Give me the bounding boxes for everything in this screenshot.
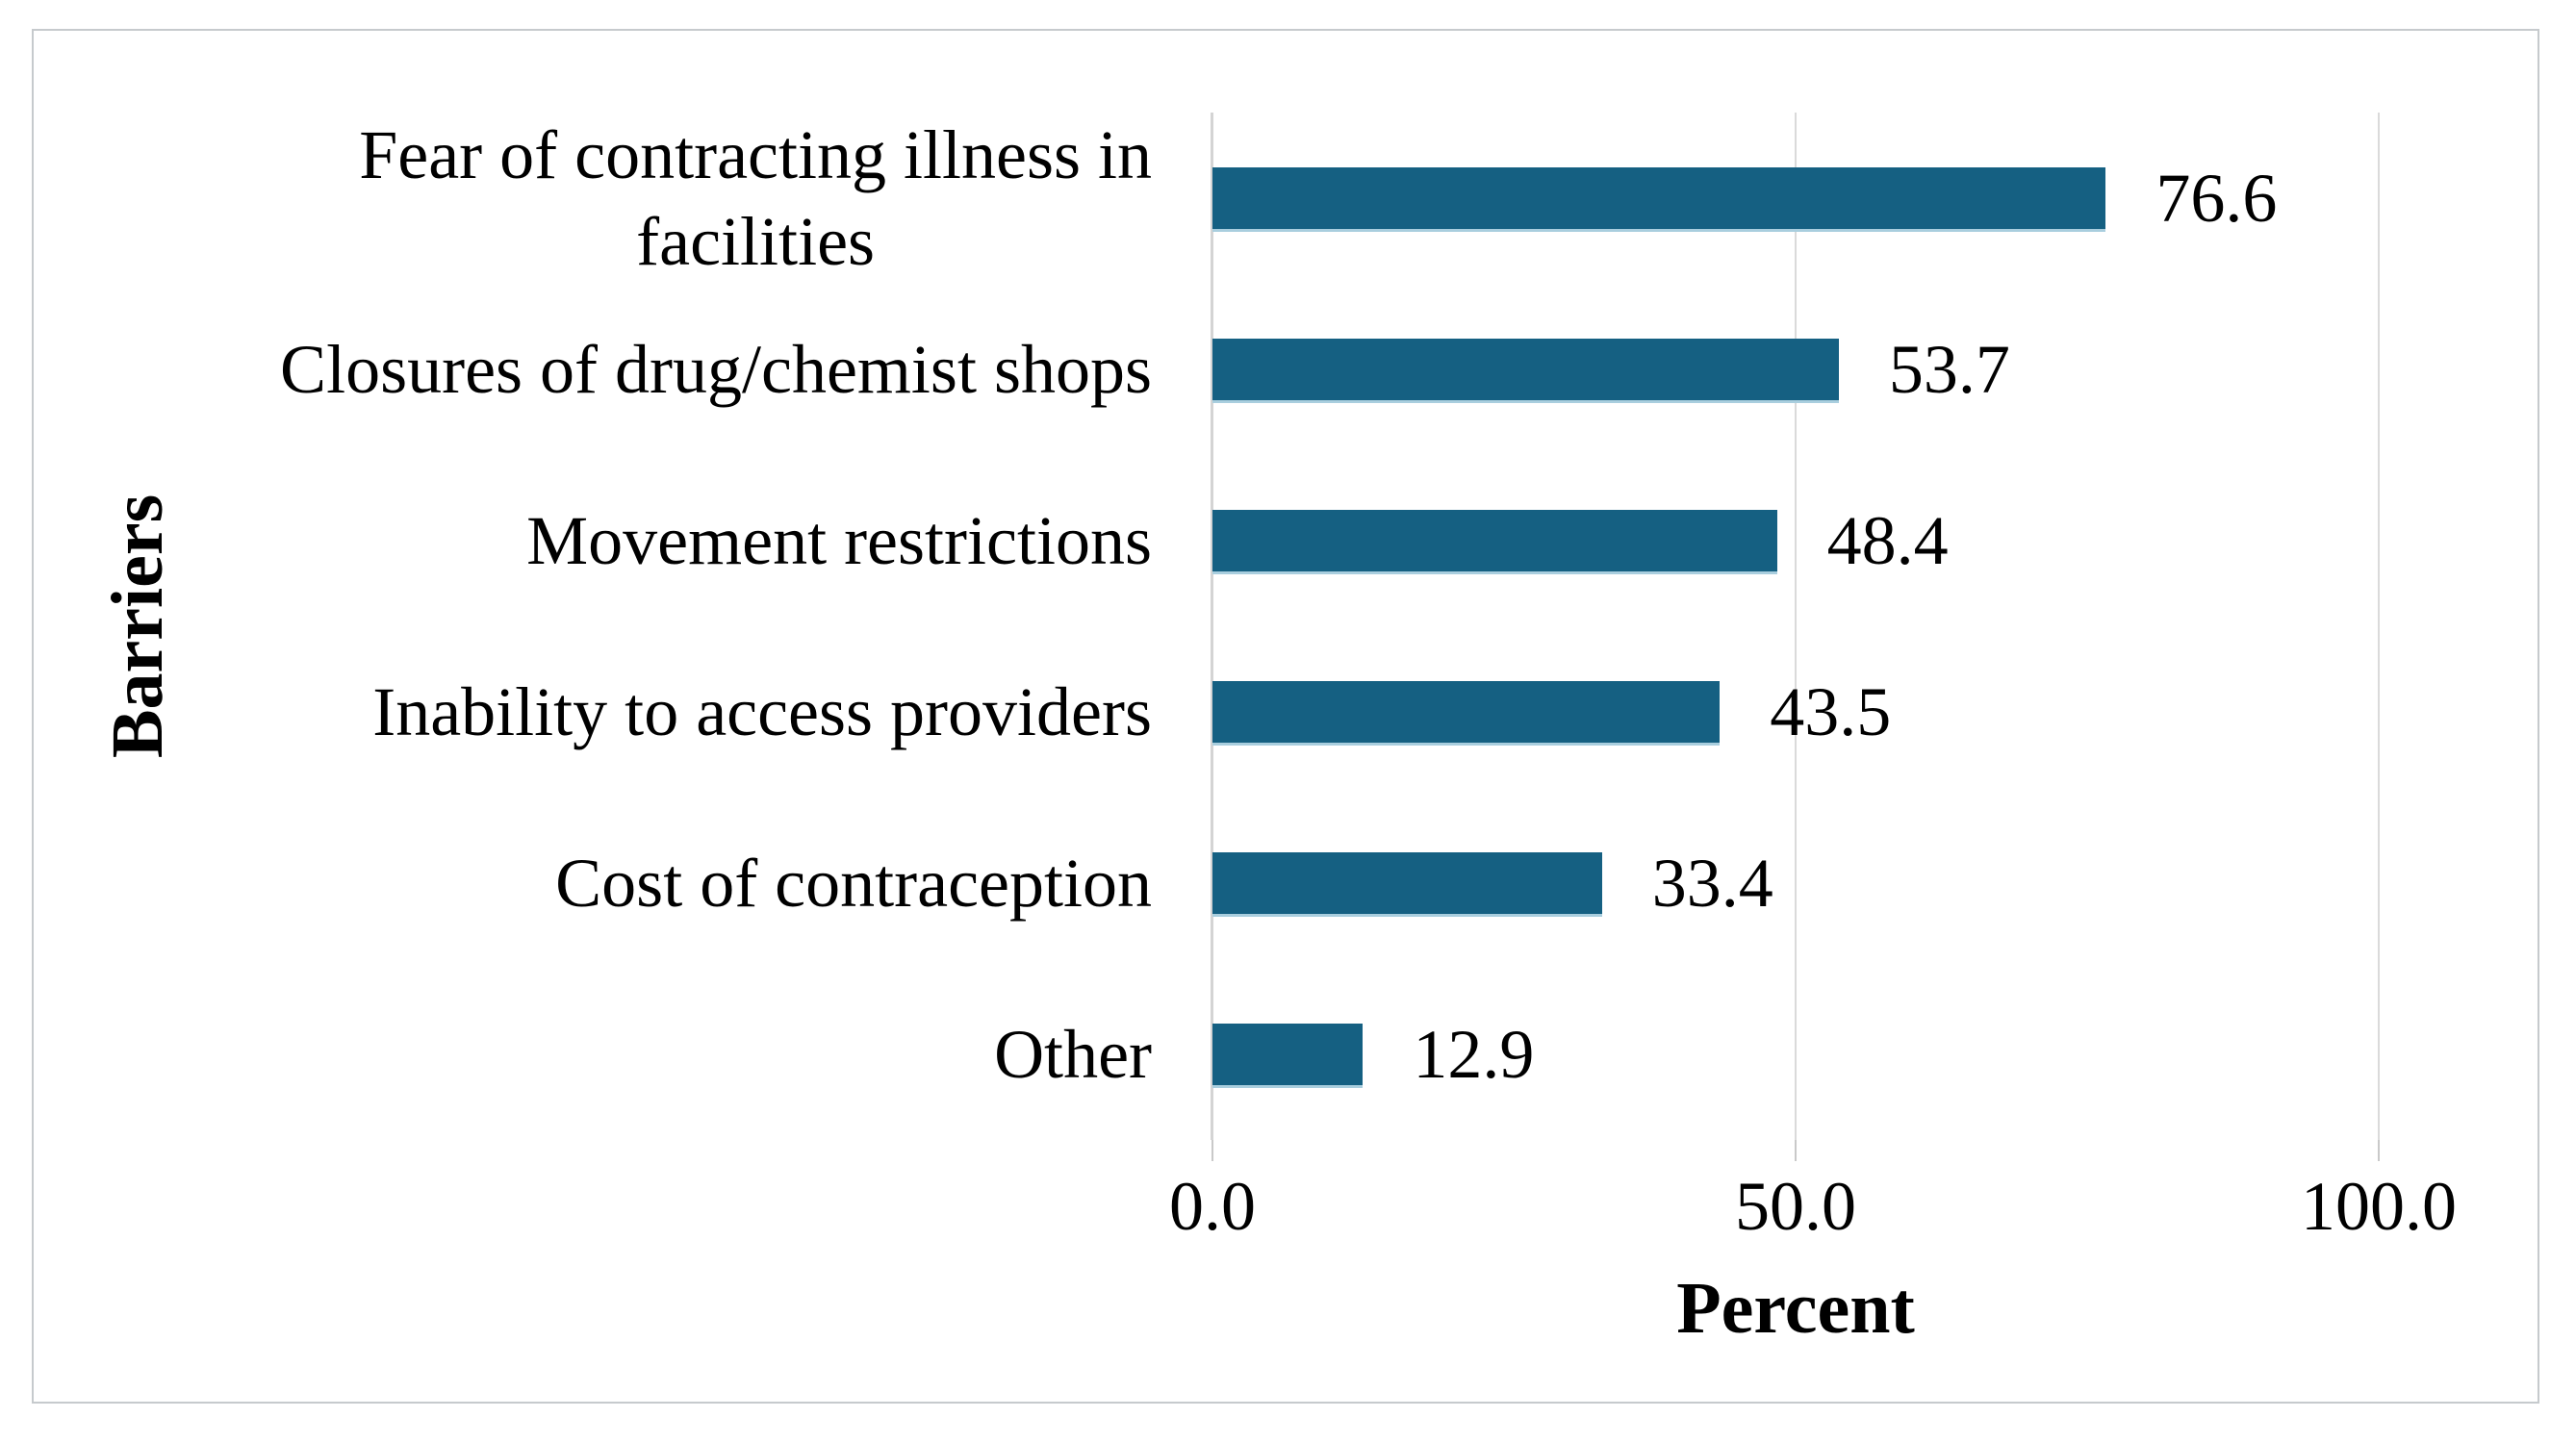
bar-row: 12.9 xyxy=(1212,969,2379,1140)
bar-row: 76.6 xyxy=(1212,113,2379,284)
x-tick-label: 100.0 xyxy=(2301,1168,2457,1245)
bar-row: 53.7 xyxy=(1212,284,2379,455)
x-axis-tick-0 xyxy=(1211,1140,1213,1161)
bar xyxy=(1212,167,2106,232)
category-slot: Closures of drug/chemist shops xyxy=(67,284,1152,455)
x-axis-tick-100 xyxy=(2378,1140,2380,1161)
category-label: Other xyxy=(994,1016,1152,1093)
bar-row: 43.5 xyxy=(1212,626,2379,797)
bar-row: 33.4 xyxy=(1212,797,2379,969)
bar xyxy=(1212,681,1721,746)
value-label: 48.4 xyxy=(1826,502,1949,579)
category-label: Fear of contracting illness in facilitie… xyxy=(359,116,1152,280)
gridline-x-50 xyxy=(1795,113,1797,1140)
category-slot: Cost of contraception xyxy=(67,797,1152,969)
plot-area: 76.6 53.7 48.4 43.5 33.4 12.9 xyxy=(1211,113,2380,1161)
bar xyxy=(1212,339,1839,403)
x-tick-label: 50.0 xyxy=(1735,1168,1856,1245)
category-slot: Inability to access providers xyxy=(67,626,1152,797)
value-label: 53.7 xyxy=(1888,331,2010,408)
category-axis-labels: Fear of contracting illness in facilitie… xyxy=(67,113,1152,1140)
x-tick-label: 0.0 xyxy=(1169,1168,1256,1245)
gridline-x-100 xyxy=(2378,113,2380,1140)
x-axis-title: Percent xyxy=(1676,1268,1915,1349)
category-label: Inability to access providers xyxy=(372,673,1152,750)
value-label: 76.6 xyxy=(2155,160,2278,237)
bar xyxy=(1212,510,1777,574)
value-label: 12.9 xyxy=(1413,1016,1535,1093)
category-slot: Movement restrictions xyxy=(67,455,1152,626)
category-label: Movement restrictions xyxy=(526,502,1152,579)
bar xyxy=(1212,852,1602,917)
bar-row: 48.4 xyxy=(1212,455,2379,626)
x-axis-tick-50 xyxy=(1795,1140,1797,1161)
value-label: 43.5 xyxy=(1770,673,1892,750)
bar xyxy=(1212,1024,1364,1088)
category-slot: Fear of contracting illness in facilitie… xyxy=(67,113,1152,284)
y-axis-line xyxy=(1211,113,1213,1140)
category-slot: Other xyxy=(67,969,1152,1140)
category-label: Cost of contraception xyxy=(555,845,1152,922)
value-label: 33.4 xyxy=(1651,845,1773,922)
category-label: Closures of drug/chemist shops xyxy=(280,331,1152,408)
